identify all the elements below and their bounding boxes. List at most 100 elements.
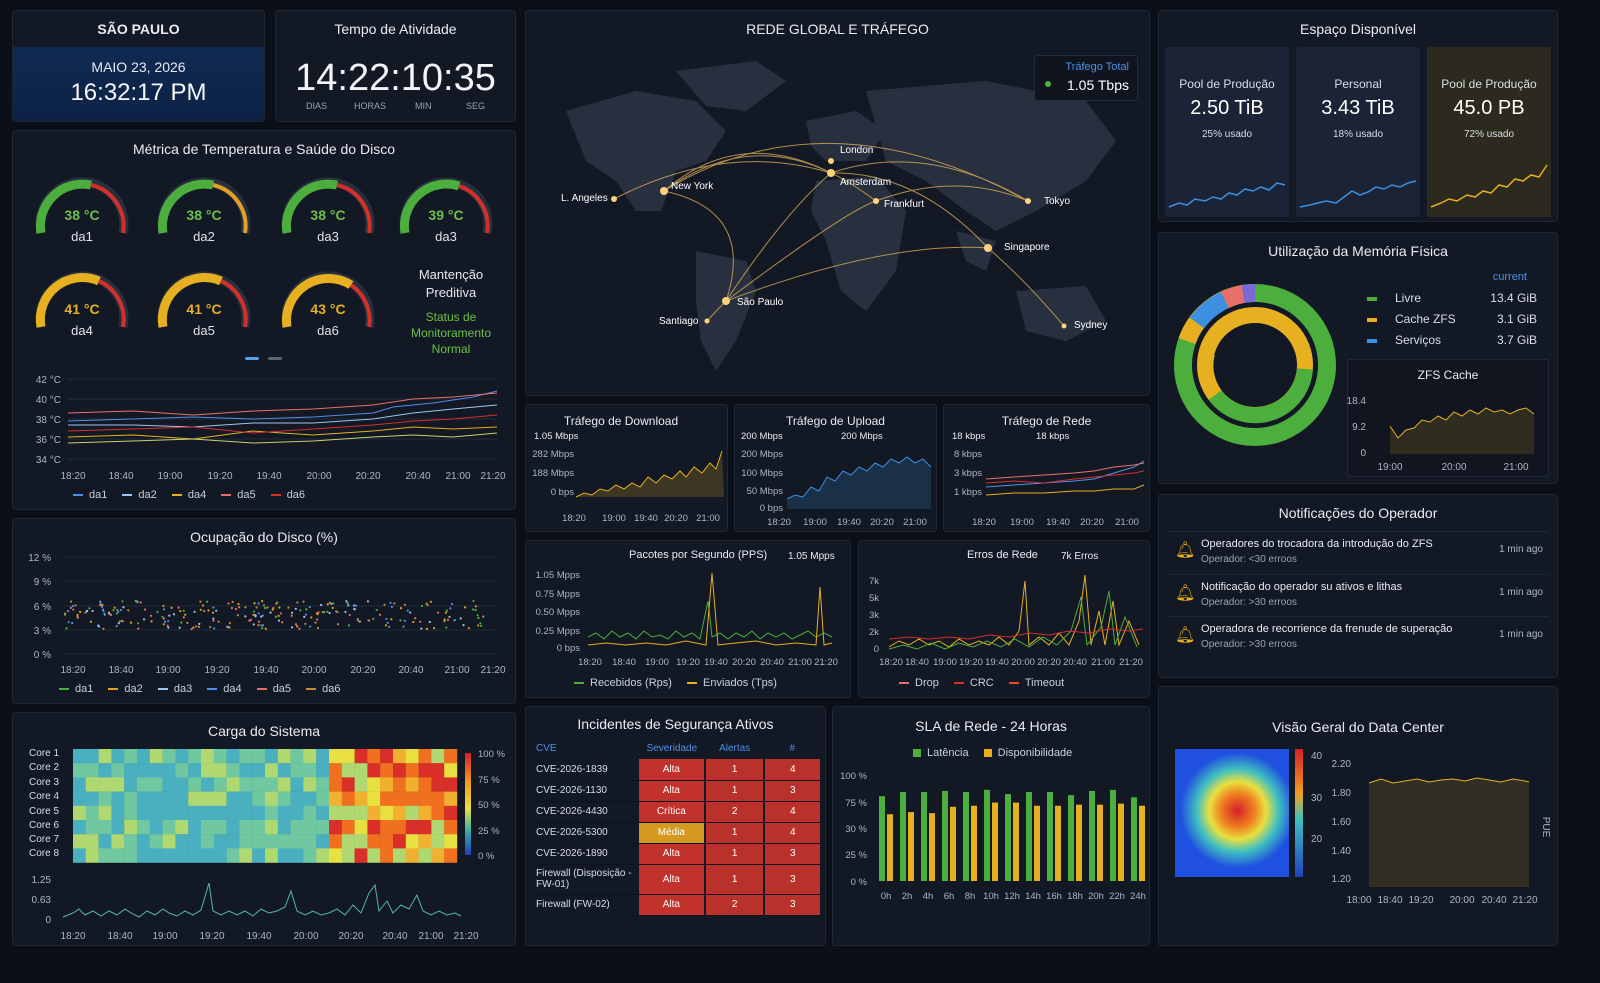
heatmap-cell bbox=[444, 834, 458, 849]
heatmap-cell bbox=[316, 834, 330, 849]
y-tick: 188 Mbps bbox=[532, 468, 574, 479]
heatmap-cell bbox=[380, 763, 394, 778]
legend-item[interactable]: da4 bbox=[171, 489, 206, 501]
temperature-legend: da1 da2 da4 da5 da6 bbox=[73, 489, 317, 501]
legend-item[interactable]: da6 bbox=[270, 489, 305, 501]
legend-item[interactable]: da6 bbox=[306, 683, 340, 695]
heatmap-cell bbox=[277, 834, 291, 849]
x-tick: 2h bbox=[902, 891, 913, 902]
legend-item[interactable]: Cache ZFS 3.1 GiB bbox=[1367, 312, 1537, 333]
heatmap-cell bbox=[188, 820, 202, 835]
heatmap-cell bbox=[201, 749, 214, 764]
sla-legend: Latência Disponibilidade bbox=[913, 747, 1084, 759]
heatmap-cell bbox=[367, 791, 381, 806]
heatmap-cell bbox=[316, 848, 330, 863]
legend-item[interactable]: da1 bbox=[59, 683, 93, 695]
notification-item[interactable]: 🔔︎ Notificação do operador su ativos e l… bbox=[1169, 574, 1549, 616]
legend-item[interactable]: Timeout bbox=[1008, 677, 1064, 689]
table-row[interactable]: CVE-2026-1839 Alta 1 4 bbox=[532, 759, 820, 781]
datacenter-panel: Visão Geral do Data Center 40 30 20 2.20… bbox=[1158, 686, 1558, 946]
heatmap-cell bbox=[277, 791, 291, 806]
occupation-point bbox=[79, 610, 82, 613]
table-row[interactable]: CVE-2026-1130 Alta 1 3 bbox=[532, 780, 820, 802]
heatmap-cell bbox=[431, 805, 445, 821]
legend-item[interactable]: Drop bbox=[899, 677, 939, 689]
legend-item[interactable]: Livre 13.4 GiB bbox=[1367, 291, 1537, 312]
heatmap-cell bbox=[290, 777, 304, 792]
sla-bar-availability bbox=[1097, 804, 1103, 881]
heatmap-cell bbox=[175, 848, 189, 863]
heatmap-cell bbox=[111, 763, 125, 778]
gauge-value: 43 °C bbox=[310, 301, 346, 317]
y-tick: 0.75 Mpps bbox=[536, 589, 581, 600]
sla-bar-latency bbox=[1005, 794, 1011, 881]
page-dot[interactable] bbox=[268, 357, 282, 360]
col-severity[interactable]: Severidade bbox=[646, 742, 698, 754]
notification-item[interactable]: 🔔︎ Operadores do trocadora da introdução… bbox=[1169, 531, 1549, 573]
page-dot-active[interactable] bbox=[245, 357, 259, 360]
legend-item[interactable]: da5 bbox=[256, 683, 291, 695]
occupation-point bbox=[260, 624, 263, 627]
heatmap-cell bbox=[85, 834, 99, 849]
heatmap-cell bbox=[226, 834, 240, 849]
table-row[interactable]: CVE-2026-1890 Alta 1 3 bbox=[532, 843, 820, 865]
legend-item[interactable]: da5 bbox=[221, 489, 256, 501]
heatmap-cell bbox=[329, 763, 342, 778]
col-alerts[interactable]: Alertas bbox=[719, 742, 751, 754]
occupation-point bbox=[186, 621, 189, 624]
y-tick: 1.25 bbox=[32, 875, 52, 886]
legend-item[interactable]: Recebidos (Rps) bbox=[574, 677, 672, 689]
x-tick: 20h bbox=[1088, 891, 1104, 902]
traffic-total-label: Tráfego Total bbox=[1065, 61, 1129, 73]
heatmap-cell bbox=[252, 848, 266, 863]
datacenter-title: Visão Geral do Data Center bbox=[1272, 719, 1444, 735]
x-tick: 21:20 bbox=[1512, 895, 1537, 906]
occupation-point bbox=[328, 601, 331, 604]
heatmap-cell bbox=[316, 763, 330, 778]
heatmap-cell bbox=[252, 834, 266, 849]
col-cve[interactable]: CVE bbox=[536, 742, 557, 754]
city-label-new-york: New York bbox=[671, 181, 714, 192]
y-tick: 0 bps bbox=[557, 643, 580, 654]
col-count[interactable]: # bbox=[789, 742, 795, 754]
storage-card-1[interactable]: Pool de Produção 2.50 TiB 25% usado bbox=[1165, 47, 1289, 217]
legend-item[interactable]: da3 bbox=[157, 683, 192, 695]
heatmap-cell bbox=[316, 820, 330, 835]
storage-card-3[interactable]: Pool de Produção 45.0 PB 72% usado bbox=[1427, 47, 1551, 217]
table-row[interactable]: CVE-2026-5300 Média 1 4 bbox=[532, 822, 820, 844]
table-row[interactable]: CVE-2026-4430 Crítica 2 4 bbox=[532, 801, 820, 823]
heatmap-cell bbox=[149, 777, 163, 792]
legend-item[interactable]: Latência bbox=[913, 747, 969, 759]
table-row[interactable]: Firewall (FW-02) Alta 2 3 bbox=[532, 894, 820, 916]
temperature-chart: 42 °C 40 °C 38 °C 36 °C 34 °C 18:20 18:4… bbox=[36, 375, 506, 482]
occupation-point bbox=[477, 624, 480, 627]
legend-item[interactable]: da2 bbox=[108, 683, 143, 695]
legend-item[interactable]: Serviços 3.7 GiB bbox=[1367, 333, 1537, 354]
occupation-point bbox=[261, 624, 265, 627]
storage-card-usage: 72% usado bbox=[1463, 129, 1515, 140]
legend-item[interactable]: da2 bbox=[122, 489, 157, 501]
occupation-point bbox=[252, 610, 256, 613]
heatmap-cell bbox=[405, 848, 419, 863]
x-tick: 8h bbox=[965, 891, 976, 902]
table-row[interactable]: Firewall (Disposição - FW-01) Alta 1 3 bbox=[532, 864, 820, 895]
occupation-point bbox=[180, 621, 183, 624]
legend-item[interactable]: da1 bbox=[73, 489, 107, 501]
x-tick: 19:20 bbox=[959, 657, 983, 668]
legend-item[interactable]: Enviados (Tps) bbox=[686, 677, 777, 689]
heatmap-cell bbox=[111, 791, 125, 806]
occupation-point bbox=[331, 606, 334, 610]
heatmap-cell bbox=[367, 820, 381, 835]
occupation-point bbox=[420, 627, 423, 630]
heatmap-cell bbox=[85, 820, 99, 835]
heatmap-cell bbox=[98, 791, 112, 806]
legend-item[interactable]: CRC bbox=[953, 677, 994, 689]
notification-item[interactable]: 🔔︎ Operadora de recorrience da frenude d… bbox=[1169, 616, 1549, 658]
traffic-dot-icon bbox=[1045, 81, 1051, 87]
heatmap-cell bbox=[252, 749, 266, 764]
storage-card-2[interactable]: Personal 3.43 TiB 18% usado bbox=[1296, 47, 1420, 217]
legend-item[interactable]: da4 bbox=[207, 683, 242, 695]
occupation-point bbox=[358, 620, 362, 623]
notification-sub: Operador: >30 erroos bbox=[1201, 597, 1297, 608]
legend-item[interactable]: Disponibilidade bbox=[983, 747, 1072, 759]
